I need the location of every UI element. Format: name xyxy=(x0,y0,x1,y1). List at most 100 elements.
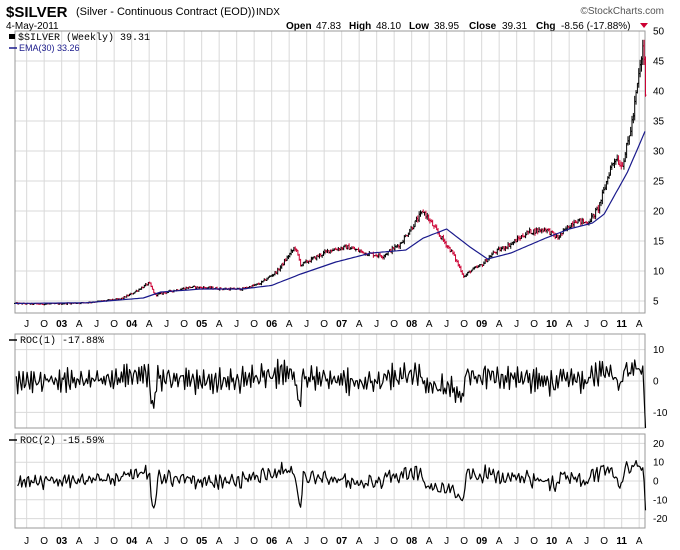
x-tick-label: J xyxy=(164,319,169,330)
ema-legend-label: EMA(30) 33.26 xyxy=(19,43,80,53)
price-frame xyxy=(14,30,646,314)
high-value: 48.10 xyxy=(376,21,401,32)
x-tick-label: A xyxy=(636,536,643,547)
roc1-panel: -10 0 10 xyxy=(14,333,668,429)
x-tick-label: 10 xyxy=(546,319,558,330)
close-value: 39.31 xyxy=(502,21,527,32)
roc2-ytick-label: -10 xyxy=(653,495,668,506)
price-ytick-label: 10 xyxy=(653,267,665,278)
price-ytick-label: 5 xyxy=(653,297,659,308)
roc1-ytick-label: 10 xyxy=(653,345,665,356)
roc2-ytick-label: 10 xyxy=(653,458,665,469)
x-tick-label: 11 xyxy=(616,536,627,547)
open-value: 47.83 xyxy=(316,21,341,32)
x-tick-label: J xyxy=(444,319,449,330)
x-tick-label: O xyxy=(460,319,468,330)
x-tick-label: 03 xyxy=(56,319,68,330)
price-legend: $SILVER (Weekly) 39.31 EMA(30) 33.26 xyxy=(9,32,150,53)
x-tick-label: J xyxy=(24,536,29,547)
x-tick-label: A xyxy=(566,319,573,330)
x-tick-label: O xyxy=(110,536,118,547)
roc2-panel: -20 -10 0 10 20 xyxy=(14,433,668,529)
roc2-ytick-label: -20 xyxy=(653,514,668,525)
x-tick-label: J xyxy=(584,536,589,547)
x-tick-label: A xyxy=(76,319,83,330)
x-tick-label: 07 xyxy=(336,536,348,547)
low-label: Low xyxy=(409,21,429,32)
chart-date: 4-May-2011 xyxy=(6,21,59,32)
open-label: Open xyxy=(286,21,312,32)
x-tick-label: A xyxy=(286,536,293,547)
x-tick-label: J xyxy=(444,536,449,547)
x-tick-label: O xyxy=(530,536,538,547)
roc1-legend-label: ROC(1) -17.88% xyxy=(20,335,104,347)
x-axis-top: J O 03 A J O 04 A J O 05 A J O 06 A J O 07 A J O 08 A J O 09 A J O 10 A… xyxy=(24,319,643,330)
price-ytick-label: 15 xyxy=(653,237,665,248)
x-tick-label: A xyxy=(356,536,363,547)
price-ytick-label: 45 xyxy=(653,57,665,68)
x-tick-label: 03 xyxy=(56,536,68,547)
x-tick-label: O xyxy=(390,319,398,330)
x-tick-label: O xyxy=(530,319,538,330)
x-tick-label: O xyxy=(40,319,48,330)
x-tick-label: 05 xyxy=(196,319,208,330)
x-tick-label: 10 xyxy=(546,536,558,547)
x-tick-label: A xyxy=(496,536,503,547)
price-ytick-label: 25 xyxy=(653,177,665,188)
roc2-line xyxy=(17,460,647,511)
x-tick-label: 11 xyxy=(616,319,627,330)
x-tick-label: A xyxy=(216,319,223,330)
x-tick-label: O xyxy=(320,536,328,547)
price-ytick-label: 30 xyxy=(653,147,665,158)
x-tick-label: J xyxy=(234,319,239,330)
roc2-ytick-label: 20 xyxy=(653,439,665,450)
roc2-legend: ROC(2) -15.59% xyxy=(9,435,104,447)
roc1-line xyxy=(15,358,647,429)
x-tick-label: O xyxy=(320,319,328,330)
x-tick-label: O xyxy=(180,319,188,330)
x-tick-label: 06 xyxy=(266,536,278,547)
roc2-frame xyxy=(14,433,646,529)
roc1-ytick-label: -10 xyxy=(653,408,668,419)
change-value: -8.56 (-17.88%) xyxy=(561,21,630,32)
x-tick-label: J xyxy=(24,319,29,330)
x-tick-label: 08 xyxy=(406,319,418,330)
price-ytick-label: 40 xyxy=(653,87,665,98)
roc2-legend-label: ROC(2) -15.59% xyxy=(20,435,104,447)
x-tick-label: O xyxy=(390,536,398,547)
x-tick-label: A xyxy=(426,319,433,330)
x-tick-label: J xyxy=(374,536,379,547)
stockcharts-credit: ©StockCharts.com xyxy=(580,6,664,17)
x-tick-label: A xyxy=(286,319,293,330)
down-triangle-icon xyxy=(640,23,648,28)
roc2-ytick-label: 0 xyxy=(653,477,659,488)
x-tick-label: O xyxy=(110,319,118,330)
x-tick-label: A xyxy=(636,319,643,330)
x-tick-label: O xyxy=(460,536,468,547)
x-tick-label: 04 xyxy=(126,319,138,330)
x-tick-label: A xyxy=(216,536,223,547)
ema-line xyxy=(15,131,646,304)
roc1-legend: ROC(1) -17.88% xyxy=(9,335,104,347)
x-tick-label: 09 xyxy=(476,536,488,547)
exchange-label: INDX xyxy=(256,7,280,18)
x-tick-label: J xyxy=(514,536,519,547)
close-label: Close xyxy=(469,21,497,32)
x-tick-label: A xyxy=(146,319,153,330)
x-tick-label: A xyxy=(566,536,573,547)
x-tick-label: J xyxy=(304,536,309,547)
x-tick-label: 07 xyxy=(336,319,348,330)
x-axis-bottom: J O 03 A J O 04 A J O 05 A J O 06 A J O 07 A J O 08 A J O 09 A J O 10 A… xyxy=(24,536,643,547)
x-tick-label: A xyxy=(146,536,153,547)
x-tick-label: O xyxy=(40,536,48,547)
roc1-frame xyxy=(14,333,646,429)
x-tick-label: O xyxy=(600,319,608,330)
high-label: High xyxy=(349,21,371,32)
price-legend-label: $SILVER (Weekly) 39.31 xyxy=(18,32,150,44)
price-panel: 5 10 15 20 25 30 35 40 45 50 xyxy=(14,27,665,314)
x-tick-label: O xyxy=(250,319,258,330)
x-tick-label: A xyxy=(76,536,83,547)
x-tick-label: J xyxy=(304,319,309,330)
price-ytick-label: 50 xyxy=(653,27,665,38)
x-tick-label: J xyxy=(164,536,169,547)
